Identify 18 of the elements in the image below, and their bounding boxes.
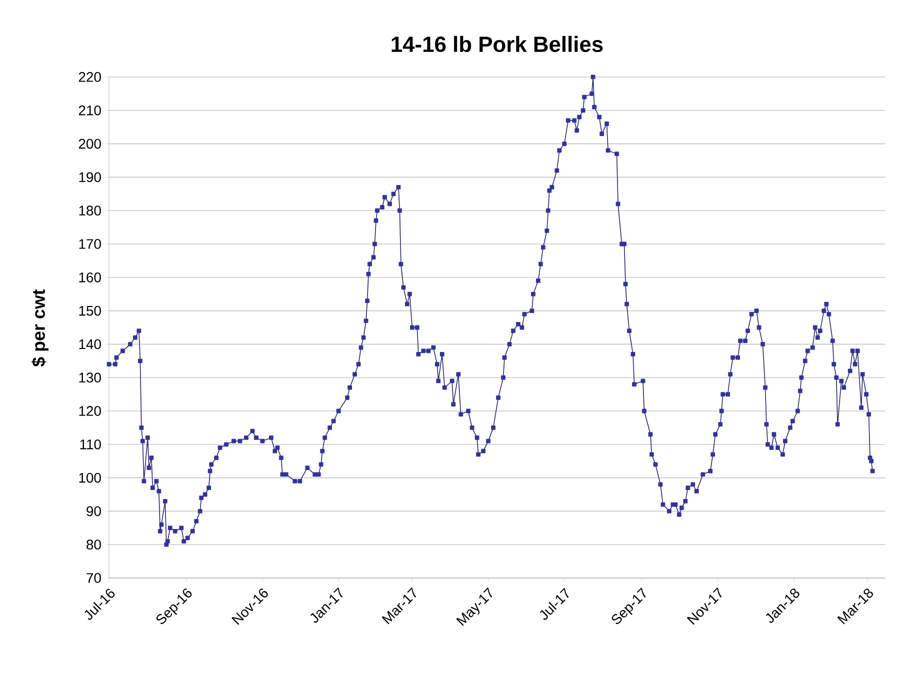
y-tick-label: 210 — [78, 105, 101, 116]
y-tick-label: 110 — [80, 439, 101, 450]
y-tick-label: 120 — [79, 406, 101, 416]
y-tick-label: 90 — [86, 506, 101, 516]
y-tick-label: 220 — [78, 72, 101, 82]
y-tick-label: 170 — [79, 239, 101, 249]
chart-title: 14-16 lb Pork Bellies — [392, 36, 603, 52]
y-tick-label: 190 — [79, 172, 101, 182]
y-tick-label: 70 — [86, 573, 101, 583]
y-axis-title: $ per cwt — [31, 289, 49, 367]
y-tick-label: 100 — [79, 472, 101, 483]
y-tick-label: 80 — [86, 540, 101, 550]
y-tick-label: 180 — [79, 206, 101, 216]
y-tick-label: 200 — [78, 138, 101, 149]
y-tick-label: 150 — [79, 306, 101, 316]
y-tick-label: 140 — [79, 339, 101, 350]
y-tick-label: 160 — [79, 272, 101, 282]
y-tick-label: 130 — [79, 372, 101, 383]
